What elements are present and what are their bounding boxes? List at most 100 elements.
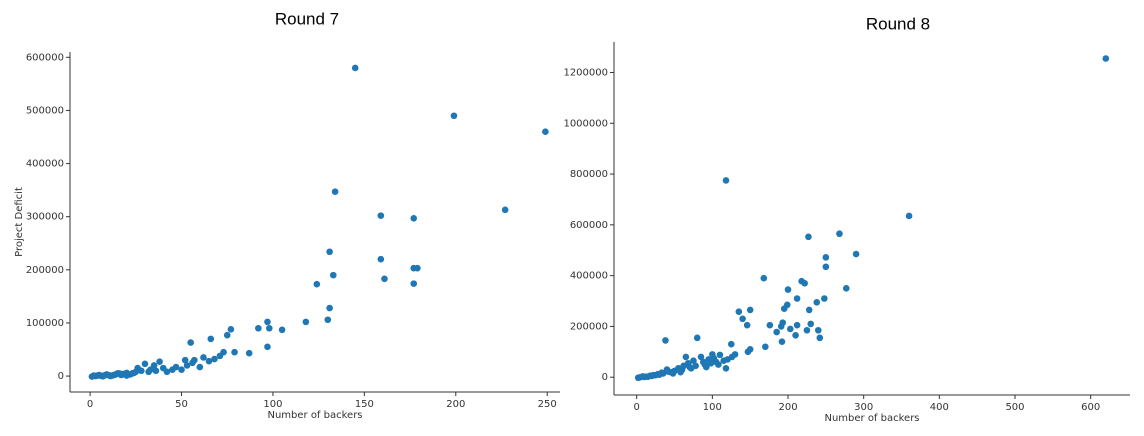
x-tick-label: 150 [355,399,374,410]
point [805,306,813,314]
point [744,348,752,356]
point [813,299,821,306]
point [784,286,792,293]
point [766,321,774,329]
point [836,230,843,238]
point [178,366,185,373]
point [842,285,850,292]
point [739,315,746,323]
point [703,363,710,371]
x-tick-label: 200 [778,402,797,413]
point [728,353,736,361]
point [94,372,101,379]
point [1102,55,1110,62]
point [99,373,107,380]
point [682,353,690,361]
x-tick-label: 100 [703,402,722,413]
point [777,323,785,330]
point [816,334,824,342]
y-tick-label: 100000 [26,318,64,329]
point [313,280,321,288]
point [216,352,224,360]
point [205,357,213,365]
x-tick-label: 0 [634,402,640,413]
point [677,368,684,376]
point [181,356,189,364]
point [807,320,815,328]
point [760,274,768,282]
x-axis-label: Number of backers [824,413,919,424]
point [720,357,728,365]
point [245,349,253,357]
point [746,306,754,314]
x-tick-label: 600 [1081,402,1100,413]
point [410,214,418,222]
point [169,366,176,373]
point [324,316,332,324]
point [822,263,830,271]
point [377,212,385,219]
point [264,343,271,351]
point [116,370,123,377]
x-tick-label: 300 [854,402,873,413]
point [735,308,743,316]
point [684,359,692,367]
point [223,331,231,339]
point [152,367,160,375]
y-tick-label: 600000 [570,220,608,231]
x-tick-label: 250 [538,399,557,410]
point [692,362,700,370]
point [778,338,786,345]
point [710,354,718,362]
point [231,348,238,356]
point [141,360,149,368]
point [329,271,337,279]
y-tick-label: 1200000 [563,67,608,78]
y-tick-label: 200000 [570,321,608,332]
point [414,264,421,272]
point [793,321,801,329]
point [450,112,458,120]
point [227,326,235,333]
point [722,177,730,184]
point [156,358,163,366]
point [501,206,509,214]
point [821,295,828,302]
point [716,351,724,359]
y-tick-label: 400000 [26,159,64,170]
point [187,339,194,346]
x-tick-label: 0 [87,399,93,410]
point [278,326,286,334]
y-axis-label: Project Deficit [14,187,25,257]
point [207,335,215,343]
x-tick-label: 200 [446,399,465,410]
point [200,354,207,361]
point [377,255,385,263]
y-tick-label: 300000 [26,212,64,223]
point [326,304,333,312]
point [121,371,129,378]
x-tick-label: 500 [1005,402,1024,413]
point [331,188,339,196]
point [690,357,697,365]
point [211,355,218,363]
point [326,248,333,256]
point [743,321,751,329]
point [110,371,118,379]
x-tick-label: 50 [175,399,188,410]
x-axis-label: Number of backers [267,410,362,421]
y-tick-label: 0 [602,372,608,383]
point [128,370,136,377]
point [189,359,196,367]
y-tick-label: 200000 [26,265,64,276]
point [264,318,271,326]
point [163,368,171,376]
chart-title: Round 7 [275,9,339,28]
point [792,332,799,339]
point [255,324,262,332]
x-tick-label: 100 [263,399,282,410]
point [852,250,860,258]
point [707,359,715,367]
x-tick-label: 400 [930,402,949,413]
